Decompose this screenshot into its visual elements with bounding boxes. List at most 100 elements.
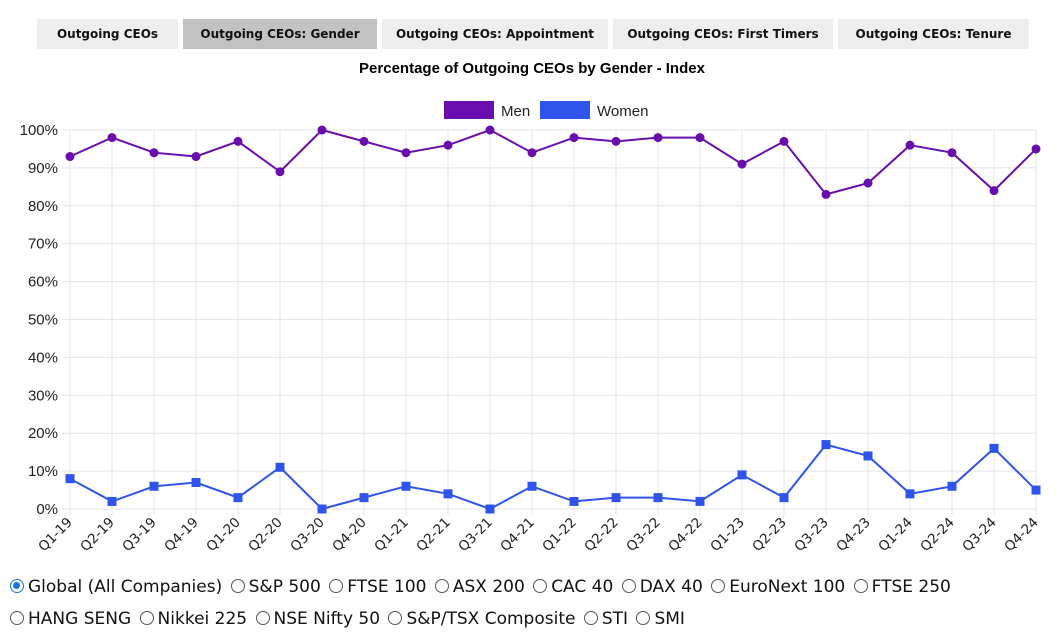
region-option[interactable]: S&P/TSX Composite: [388, 609, 575, 629]
radio-selected-icon[interactable]: [10, 579, 24, 593]
y-tick-label: 90%: [28, 160, 58, 177]
region-option[interactable]: EuroNext 100: [711, 577, 845, 597]
men-data-point: [65, 152, 75, 162]
men-data-point: [107, 133, 117, 143]
women-data-point: [485, 504, 495, 514]
y-tick-label: 10%: [28, 463, 58, 480]
women-data-point: [107, 496, 117, 506]
women-series-line: [69, 443, 1037, 511]
x-tick-label: Q1-22: [539, 515, 579, 555]
men-data-point: [149, 148, 159, 158]
y-tick-label: 70%: [28, 236, 58, 253]
region-option[interactable]: HANG SENG: [10, 609, 131, 629]
women-data-point: [821, 440, 831, 450]
men-data-point: [821, 189, 831, 199]
men-legend-label: Men: [501, 103, 530, 120]
region-option[interactable]: DAX 40: [621, 577, 703, 597]
region-option-label: ASX 200: [452, 577, 525, 597]
men-data-point: [611, 136, 621, 146]
tab-outgoing-ceos-appointment[interactable]: Outgoing CEOs: Appointment: [382, 19, 608, 49]
region-option[interactable]: Global (All Companies): [10, 577, 222, 597]
region-option-label: Global (All Companies): [28, 577, 223, 597]
men-data-point: [401, 148, 411, 158]
men-data-point: [191, 152, 201, 162]
region-option[interactable]: CAC 40: [533, 577, 613, 597]
men-data-point: [527, 148, 537, 158]
region-option[interactable]: ASX 200: [434, 577, 525, 597]
men-data-point: [1031, 144, 1041, 154]
region-option[interactable]: FTSE 250: [853, 577, 951, 597]
tab-outgoing-ceos[interactable]: Outgoing CEOs: [37, 19, 178, 49]
region-option-label: HANG SENG: [28, 609, 132, 629]
tab-bar: Outgoing CEOs Outgoing CEOs: Gender Outg…: [0, 19, 1056, 49]
women-data-point: [191, 477, 201, 487]
radio-unselected-icon[interactable]: [434, 579, 449, 593]
men-data-point: [905, 140, 915, 150]
women-data-point: [695, 496, 705, 506]
x-tick-label: Q4-21: [497, 515, 537, 555]
region-option-label: STI: [601, 609, 629, 629]
women-data-point: [947, 481, 957, 491]
y-tick-label: 40%: [28, 349, 58, 366]
region-option-label: FTSE 100: [347, 577, 427, 597]
radio-unselected-icon[interactable]: [853, 579, 868, 593]
x-tick-label: Q3-21: [455, 515, 495, 555]
women-data-point: [1031, 485, 1041, 495]
y-tick-label: 30%: [28, 387, 58, 404]
radio-unselected-icon[interactable]: [533, 579, 548, 593]
women-data-point: [401, 481, 411, 491]
region-option[interactable]: FTSE 100: [329, 577, 426, 597]
women-legend-label: Women: [597, 103, 648, 120]
women-data-point: [65, 474, 75, 484]
men-data-point: [989, 186, 999, 196]
region-option[interactable]: STI: [583, 609, 629, 629]
radio-unselected-icon[interactable]: [230, 579, 245, 593]
tab-outgoing-ceos-first-timers[interactable]: Outgoing CEOs: First Timers: [613, 19, 833, 49]
radio-unselected-icon[interactable]: [583, 611, 598, 625]
women-data-point: [569, 496, 579, 506]
men-data-point: [233, 136, 243, 146]
x-tick-label: Q2-22: [581, 515, 621, 555]
men-data-point: [443, 140, 453, 150]
women-data-point: [527, 481, 537, 491]
x-tick-label: Q4-20: [329, 515, 369, 555]
women-data-point: [611, 493, 621, 503]
x-tick-label: Q2-19: [77, 515, 117, 555]
x-tick-label: Q3-22: [623, 515, 663, 555]
women-data-point: [149, 481, 159, 491]
region-option-label: S&P 500: [248, 577, 321, 597]
region-option[interactable]: NSE Nifty 50: [255, 609, 380, 629]
x-tick-label: Q4-22: [665, 515, 705, 555]
radio-unselected-icon[interactable]: [255, 611, 270, 625]
tab-outgoing-ceos-tenure[interactable]: Outgoing CEOs: Tenure: [838, 19, 1029, 49]
x-tick-label: Q2-23: [749, 515, 789, 555]
men-data-point: [653, 133, 663, 143]
women-data-point: [317, 504, 327, 514]
region-option[interactable]: S&P 500: [230, 577, 321, 597]
x-tick-label: Q1-20: [203, 515, 243, 555]
x-tick-label: Q3-19: [119, 515, 159, 555]
radio-unselected-icon[interactable]: [329, 579, 344, 593]
radio-unselected-icon[interactable]: [388, 611, 403, 625]
radio-unselected-icon[interactable]: [711, 579, 726, 593]
region-option[interactable]: SMI: [636, 609, 685, 629]
women-data-point: [233, 493, 243, 503]
women-data-point: [275, 462, 285, 472]
x-tick-label: Q2-24: [917, 515, 957, 555]
x-tick-label: Q1-21: [371, 515, 411, 555]
region-option-label: FTSE 250: [871, 577, 951, 597]
y-tick-label: 60%: [28, 274, 58, 291]
radio-unselected-icon[interactable]: [139, 611, 154, 625]
region-option-label: CAC 40: [551, 577, 614, 597]
radio-unselected-icon[interactable]: [10, 611, 24, 625]
radio-unselected-icon[interactable]: [621, 579, 636, 593]
chart-title: Percentage of Outgoing CEOs by Gender - …: [359, 60, 705, 77]
men-data-point: [779, 136, 789, 146]
tab-outgoing-ceos-gender[interactable]: Outgoing CEOs: Gender: [183, 19, 377, 49]
x-tick-label: Q1-23: [707, 515, 747, 555]
region-option[interactable]: Nikkei 225: [139, 609, 247, 629]
x-tick-label: Q3-24: [959, 515, 999, 555]
men-series-line: [69, 128, 1037, 196]
radio-unselected-icon[interactable]: [636, 611, 651, 625]
x-tick-label: Q2-20: [245, 515, 285, 555]
